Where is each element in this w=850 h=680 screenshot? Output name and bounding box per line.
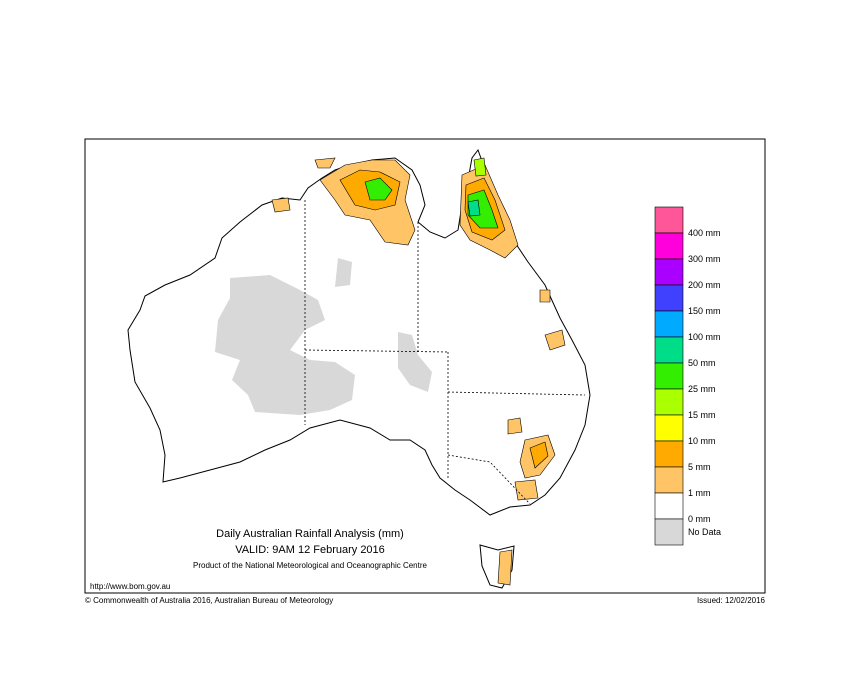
legend-swatch — [654, 284, 684, 312]
rain-1-5mm — [507, 417, 523, 435]
legend-swatch — [654, 440, 684, 468]
legend-label: 15 mm — [688, 410, 716, 420]
state-borders — [304, 200, 586, 505]
map-title: Daily Australian Rainfall Analysis (mm) — [216, 528, 404, 540]
legend-label: 50 mm — [688, 358, 716, 368]
rain-1-5mm — [514, 479, 539, 501]
legend-label: 150 mm — [688, 306, 721, 316]
legend-label: 1 mm — [688, 488, 711, 498]
legend-swatch — [654, 492, 684, 520]
rain-25-50mm — [364, 177, 393, 201]
rain-5-10mm — [529, 441, 549, 469]
issued-date: Issued: 12/02/2016 — [697, 596, 766, 605]
legend-swatch — [654, 310, 684, 338]
rain-15-25mm — [473, 157, 487, 177]
legend-swatch — [654, 466, 684, 494]
legend-swatch — [654, 518, 684, 546]
legend-label: 0 mm — [688, 514, 711, 524]
rain-1-5mm — [544, 329, 566, 351]
legend-label: 400 mm — [688, 228, 721, 238]
legend-swatch — [654, 206, 684, 234]
url: http://www.bom.gov.au — [90, 582, 170, 591]
legend-label: 300 mm — [688, 254, 721, 264]
product-line: Product of the National Meteorological a… — [193, 561, 427, 570]
legend: 400 mm 300 mm 200 mm 150 mm 100 mm 50 mm 25 mm… — [654, 206, 721, 546]
qld-nsw-border — [447, 391, 586, 396]
legend-swatch — [654, 336, 684, 364]
legend-label: No Data — [688, 527, 721, 537]
copyright: © Commonwealth of Australia 2016, Austra… — [85, 596, 333, 605]
legend-label: 25 mm — [688, 384, 716, 394]
legend-swatch — [654, 362, 684, 390]
legend-label: 100 mm — [688, 332, 721, 342]
vic-nsw-border — [447, 454, 531, 505]
legend-label: 10 mm — [688, 436, 716, 446]
rain-areas — [271, 157, 566, 586]
no-data-region — [398, 332, 432, 392]
legend-label: 5 mm — [688, 462, 711, 472]
rain-1-5mm — [539, 289, 551, 303]
legend-swatch — [654, 414, 684, 442]
legend-label: 200 mm — [688, 280, 721, 290]
rain-1-5mm — [271, 197, 291, 213]
valid-time: VALID: 9AM 12 February 2016 — [235, 544, 385, 556]
rain-1-5mm — [497, 549, 513, 586]
no-data-region — [335, 258, 352, 287]
rain-50-100mm — [467, 199, 481, 217]
legend-swatch — [654, 232, 684, 260]
legend-swatch — [654, 258, 684, 286]
no-data-region — [215, 275, 355, 415]
rain-25-50mm — [467, 189, 499, 229]
legend-swatch — [654, 388, 684, 416]
rain-1-5mm — [314, 157, 336, 169]
